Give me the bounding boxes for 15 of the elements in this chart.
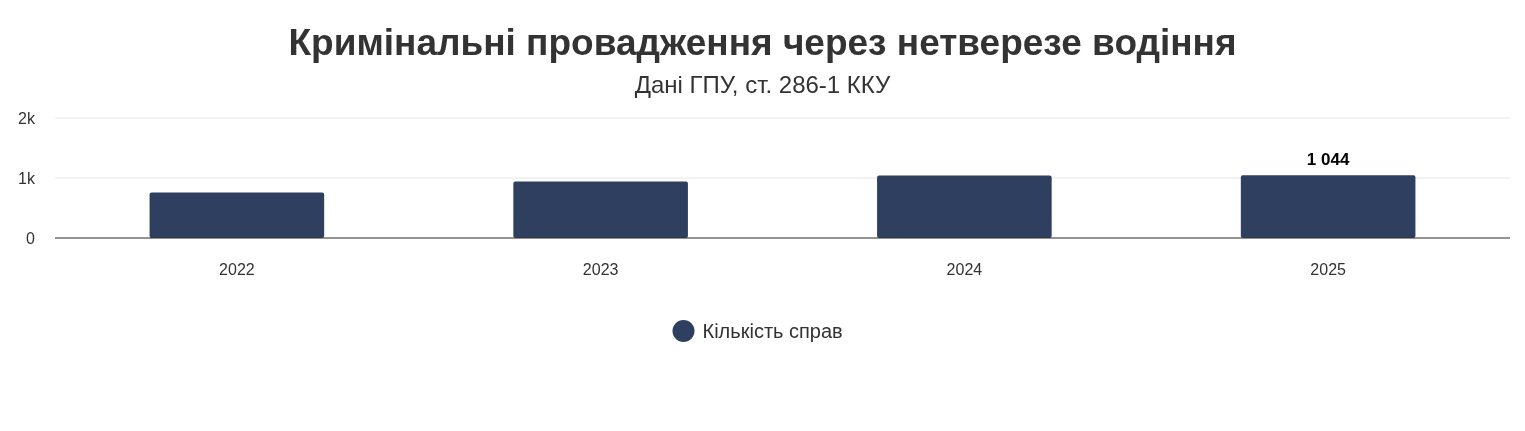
x-tick-label: 2022 xyxy=(219,261,255,278)
y-tick-label: 2k xyxy=(18,109,36,127)
chart-title: Кримінальні провадження через нетверезе водіння xyxy=(288,22,1237,63)
y-tick-label: 1k xyxy=(18,169,36,187)
bar xyxy=(877,175,1052,238)
legend-label: Кількість справ xyxy=(702,320,843,342)
bar xyxy=(149,192,325,238)
bar xyxy=(513,181,688,238)
bar xyxy=(1240,175,1416,238)
y-tick-label: 0 xyxy=(26,229,36,247)
data-label: 1 044 xyxy=(1306,150,1350,170)
x-tick-label: 2024 xyxy=(946,261,983,278)
x-tick-label: 2025 xyxy=(1310,261,1347,278)
x-tick-label: 2023 xyxy=(582,261,619,278)
chart-subtitle: Дані ГПУ, ст. 286-1 ККУ xyxy=(634,71,892,98)
